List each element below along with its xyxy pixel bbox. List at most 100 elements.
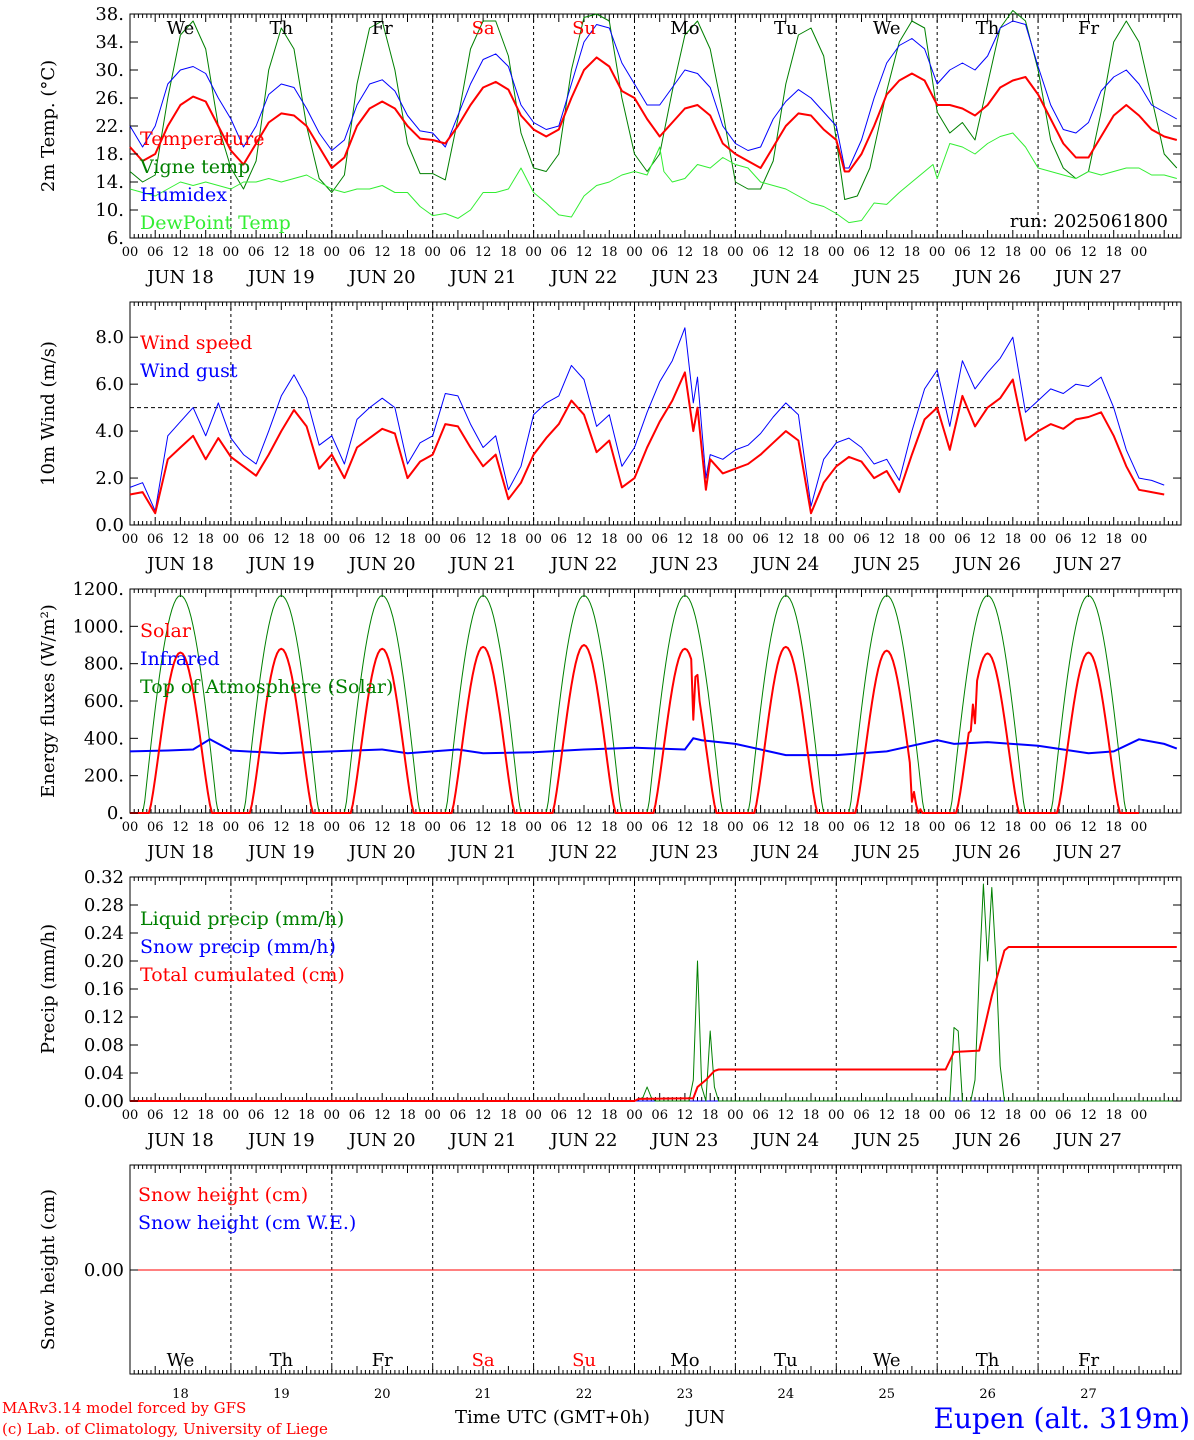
weekday-label: Fr <box>1078 18 1099 39</box>
y-axis-label: 10m Wind (m/s) <box>38 341 59 486</box>
hour-tick-label: 18 <box>1005 1108 1022 1123</box>
hour-tick-label: 00 <box>525 532 542 547</box>
hour-tick-label: 12 <box>576 245 593 260</box>
hour-tick-label: 12 <box>172 1108 189 1123</box>
hour-tick-label: 12 <box>778 532 795 547</box>
hour-tick-label: 00 <box>828 1108 845 1123</box>
y-axis-label: 2m Temp. (°C) <box>38 60 59 192</box>
hour-tick-label: 00 <box>1030 532 1047 547</box>
weekday-label: We <box>873 1350 901 1371</box>
hour-tick-label: 00 <box>929 532 946 547</box>
day-number-label: 26 <box>979 1387 996 1402</box>
day-number-label: 20 <box>374 1387 391 1402</box>
hour-tick-label: 12 <box>878 245 895 260</box>
y-tick-label: 0.12 <box>84 1007 124 1028</box>
hour-tick-label: 18 <box>904 245 921 260</box>
y-tick-label: 400. <box>84 728 124 749</box>
hour-tick-label: 06 <box>450 1108 467 1123</box>
series-line-0 <box>129 371 1165 515</box>
hour-tick-label: 18 <box>904 532 921 547</box>
y-tick-label: 0.20 <box>84 951 124 972</box>
hour-tick-label: 06 <box>248 820 265 835</box>
hour-tick-label: 00 <box>727 532 744 547</box>
hour-tick-label: 00 <box>1131 532 1148 547</box>
weekday-label: Mo <box>670 18 699 39</box>
hour-tick-label: 12 <box>878 1108 895 1123</box>
hour-tick-label: 00 <box>626 820 643 835</box>
series-line-0 <box>129 56 1178 173</box>
energy-panel: 0. 200. 400. 600. 800. 1000. 1200. Energy fluxe… <box>38 579 1182 863</box>
x-axis-month: JUN <box>685 1407 725 1428</box>
day-number-label: 22 <box>576 1387 593 1402</box>
date-label: JUN 25 <box>851 554 920 575</box>
lab-credit: (c) Lab. of Climatology, University of L… <box>2 1420 328 1438</box>
date-label: JUN 25 <box>851 267 920 288</box>
weekday-label: Tu <box>774 1350 798 1371</box>
hour-tick-label: 06 <box>752 532 769 547</box>
hour-tick-label: 12 <box>475 820 492 835</box>
weekday-label: We <box>873 18 901 39</box>
series-line-1 <box>129 737 1178 757</box>
date-label: JUN 19 <box>246 1130 315 1151</box>
hour-tick-label: 00 <box>223 1108 240 1123</box>
hour-tick-label: 18 <box>298 532 315 547</box>
hour-tick-label: 00 <box>1131 245 1148 260</box>
hour-tick-label: 06 <box>551 820 568 835</box>
time-ticks <box>129 302 1182 525</box>
legend-entry: DewPoint Temp <box>140 212 291 234</box>
hour-tick-label: 18 <box>702 532 719 547</box>
date-label: JUN 18 <box>145 842 214 863</box>
y-tick-label: 0.0 <box>95 515 124 536</box>
y-tick-label: 34. <box>95 32 124 53</box>
hour-tick-label: 00 <box>122 1108 139 1123</box>
hour-tick-label: 06 <box>450 820 467 835</box>
hour-tick-label: 12 <box>677 532 694 547</box>
hour-tick-label: 18 <box>1105 532 1122 547</box>
series-line-0 <box>130 644 1139 814</box>
date-label: JUN 25 <box>851 1130 920 1151</box>
hour-tick-label: 12 <box>576 820 593 835</box>
y-tick-label: 800. <box>84 654 124 675</box>
hour-tick-label: 06 <box>248 532 265 547</box>
y-tick-label: 0.28 <box>84 895 124 916</box>
date-label: JUN 26 <box>952 842 1021 863</box>
hour-tick-label: 06 <box>349 245 366 260</box>
weekday-label: Su <box>572 1350 596 1371</box>
hour-tick-label: 06 <box>853 820 870 835</box>
day-number-label: 27 <box>1080 1387 1097 1402</box>
weekday-label: Th <box>976 18 1000 39</box>
hour-tick-label: 18 <box>298 245 315 260</box>
hour-tick-label: 18 <box>500 820 517 835</box>
weekday-label: Th <box>270 1350 294 1371</box>
legend-entry: Top of Atmosphere (Solar) <box>140 676 393 698</box>
hour-tick-label: 18 <box>197 532 214 547</box>
date-label: JUN 27 <box>1053 267 1122 288</box>
legend-entry: Humidex <box>140 184 227 206</box>
hour-tick-label: 00 <box>1131 1108 1148 1123</box>
hour-tick-label: 18 <box>500 532 517 547</box>
hour-tick-label: 00 <box>122 532 139 547</box>
run-label: run: 2025061800 <box>1010 211 1168 232</box>
hour-tick-label: 00 <box>626 245 643 260</box>
hour-tick-label: 12 <box>878 532 895 547</box>
hour-tick-label: 00 <box>1030 245 1047 260</box>
date-label: JUN 20 <box>347 842 416 863</box>
hour-tick-label: 12 <box>1080 245 1097 260</box>
weekday-label: We <box>167 18 195 39</box>
hour-tick-label: 06 <box>1055 532 1072 547</box>
time-ticks <box>129 14 1182 238</box>
hour-tick-label: 18 <box>1005 245 1022 260</box>
hour-tick-label: 06 <box>1055 1108 1072 1123</box>
hour-tick-label: 12 <box>172 245 189 260</box>
hour-tick-label: 12 <box>1080 1108 1097 1123</box>
hour-tick-label: 18 <box>601 532 618 547</box>
legend-entry: Wind speed <box>140 332 252 354</box>
date-label: JUN 24 <box>750 554 819 575</box>
date-label: JUN 21 <box>448 267 517 288</box>
hour-tick-label: 06 <box>147 245 164 260</box>
hour-tick-label: 06 <box>147 1108 164 1123</box>
hour-tick-label: 18 <box>702 820 719 835</box>
y-axis-label: Precip (mm/h) <box>38 924 59 1054</box>
hour-tick-label: 12 <box>374 532 391 547</box>
date-label: JUN 23 <box>650 842 719 863</box>
